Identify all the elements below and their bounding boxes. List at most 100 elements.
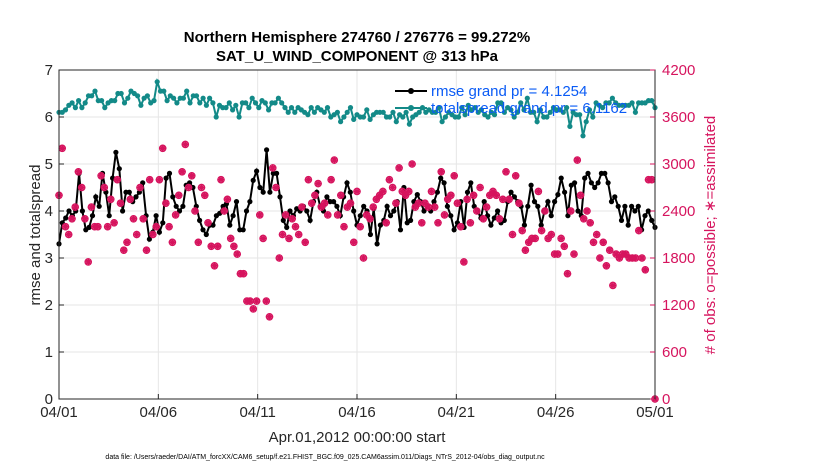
obs-assimilated-point	[327, 176, 335, 184]
totalspread-point	[69, 100, 75, 106]
rmse-point	[464, 189, 471, 195]
obs-assimilated-point	[431, 203, 439, 211]
obs-assimilated-point	[168, 238, 176, 246]
totalspread-point	[213, 114, 219, 120]
totalspread-point	[138, 102, 144, 108]
obs-assimilated-point	[107, 195, 115, 203]
rmse-point	[508, 189, 514, 195]
right-axis: 0 600 1200 1800 2400 3000 3600 4200	[650, 62, 695, 408]
rmse-point	[521, 222, 528, 228]
right-tick-label: 4200	[662, 62, 695, 79]
right-tick-label: 0	[662, 391, 670, 408]
rmse-point	[126, 189, 132, 195]
rmse-point	[531, 199, 538, 205]
rmse-point	[254, 168, 260, 174]
obs-assimilated-point	[65, 230, 73, 239]
totalspread-point	[102, 105, 108, 111]
obs-assimilated-point	[447, 191, 455, 199]
obs-assimilated-point	[207, 242, 215, 250]
obs-assimilated-point	[87, 203, 96, 211]
obs-assimilated-point	[427, 187, 436, 195]
totalspread-point	[151, 98, 157, 104]
rmse-point	[632, 208, 638, 214]
rmse-point	[284, 224, 290, 230]
totalspread-point	[180, 95, 186, 101]
obs-assimilated-point	[531, 234, 539, 242]
rmse-point	[277, 194, 283, 200]
totalspread-point	[243, 100, 249, 106]
totalspread-point	[514, 109, 521, 115]
obs-assimilated-point	[165, 223, 173, 231]
legend-spread-label: totalspread grand pr = 6.1162	[431, 100, 627, 117]
rmse-point	[166, 170, 173, 176]
totalspread-point	[462, 112, 468, 118]
obs-assimilated-point	[573, 156, 581, 164]
totalspread-point	[230, 107, 236, 113]
obs-assimilated-point	[74, 168, 83, 176]
totalspread-point	[252, 100, 259, 106]
rmse-point	[116, 166, 122, 172]
obs-assimilated-point	[120, 246, 128, 254]
totalspread-point	[433, 109, 439, 115]
x-tick-label: 04/06	[140, 404, 178, 421]
totalspread-point	[197, 100, 203, 106]
totalspread-point	[580, 133, 586, 139]
totalspread-point	[583, 119, 589, 125]
obs-assimilated-point	[220, 207, 228, 215]
obs-assimilated-point	[201, 191, 209, 199]
totalspread-point	[262, 100, 268, 106]
obs-assimilated-point	[583, 207, 591, 215]
obs-assimilated-point	[392, 199, 400, 207]
obs-assimilated-point	[560, 242, 568, 250]
obs-assimilated-point	[609, 281, 617, 289]
obs-assimilated-point	[285, 234, 293, 242]
obs-assimilated-point	[291, 223, 300, 231]
totalspread-point	[338, 119, 344, 125]
rmse-point	[324, 194, 330, 200]
obs-assimilated-point	[97, 172, 105, 180]
obs-assimilated-point	[395, 164, 403, 172]
rmse-point	[511, 194, 517, 200]
obs-assimilated-point	[210, 262, 219, 270]
rmse-point	[431, 199, 437, 205]
obs-assimilated-point	[197, 183, 206, 192]
rmse-point	[233, 199, 240, 205]
rmse-point	[481, 199, 487, 205]
totalspread-point	[79, 105, 85, 111]
obs-assimilated-point	[103, 223, 112, 231]
rmse-point	[642, 213, 648, 219]
rmse-point	[96, 203, 102, 209]
totalspread-point	[521, 107, 527, 113]
totalspread-point	[233, 102, 239, 108]
totalspread-point	[344, 109, 350, 115]
rmse-point	[491, 215, 497, 221]
totalspread-point	[518, 100, 524, 106]
rmse-point	[230, 213, 236, 219]
obs-assimilated-point	[414, 199, 423, 207]
obs-assimilated-point	[463, 195, 471, 203]
data-file-footnote: data file: /Users/raeder/DAI/ATM_forcXX/…	[105, 454, 545, 461]
rmse-point	[451, 227, 457, 233]
obs-assimilated-point	[113, 176, 121, 184]
totalspread-point	[459, 105, 465, 111]
totalspread-point	[72, 105, 78, 111]
right-tick-label: 600	[662, 344, 687, 361]
obs-assimilated-point	[282, 211, 290, 219]
rmse-point	[156, 229, 162, 235]
rmse-point	[582, 175, 588, 181]
totalspread-point	[256, 105, 262, 111]
obs-assimilated-point	[586, 219, 594, 227]
totalspread-point	[279, 100, 285, 106]
totalspread-point	[403, 109, 409, 115]
right-tick-label: 1800	[662, 250, 695, 267]
obs-assimilated-point	[337, 191, 345, 199]
rmse-point	[585, 170, 591, 176]
right-tick-label: 1200	[662, 297, 695, 314]
obs-assimilated-point	[437, 168, 445, 176]
totalspread-point	[364, 107, 370, 113]
rmse-point	[548, 213, 554, 219]
obs-assimilated-point	[631, 254, 640, 262]
rmse-point	[260, 189, 266, 195]
obs-assimilated-point	[259, 234, 267, 242]
obs-assimilated-point	[346, 199, 355, 207]
